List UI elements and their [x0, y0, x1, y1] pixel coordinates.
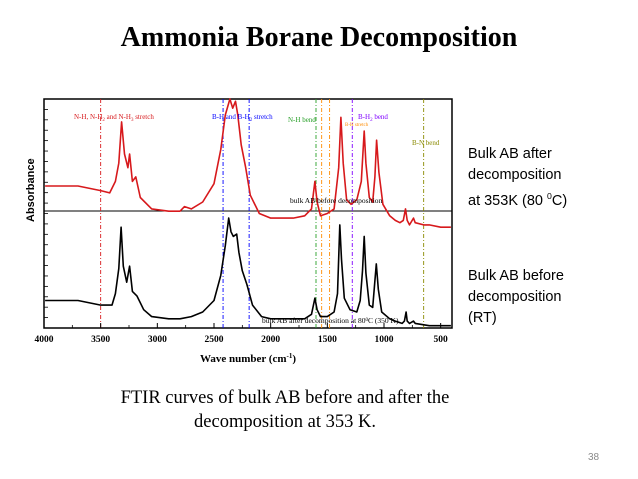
plot-frame — [43, 98, 453, 329]
series-line-before — [45, 98, 451, 228]
x-axis-ticks: 4000 3500 3000 2500 2000 1500 1000 500 — [35, 323, 449, 345]
figure-caption: FTIR curves of bulk AB before and after … — [60, 386, 510, 434]
x-tick-label: 1500 — [318, 335, 337, 345]
page-number: 38 — [588, 452, 600, 463]
x-tick-label: 1000 — [375, 335, 394, 345]
x-tick-label: 2500 — [205, 335, 224, 345]
note-before-line1: Bulk AB before — [468, 268, 564, 284]
y-axis-label: Absorbance — [25, 158, 37, 222]
note-after-line1: Bulk AB after — [468, 146, 552, 162]
caption-line1: FTIR curves of bulk AB before and after … — [120, 388, 450, 408]
band-label-nh-stretch: N-H, N-H2 and N-H3 stretch — [74, 113, 154, 123]
band-label-bh-stretch-small: B-H stretch — [345, 123, 369, 128]
series-label-after: bulk AB after decomposition at 800C (350… — [262, 316, 399, 325]
note-after-decomposition: Bulk AB after decomposition at 353K (80 … — [468, 144, 638, 212]
x-tick-label: 3500 — [91, 335, 110, 345]
note-before-line2: decomposition — [468, 289, 562, 305]
series-label-before: bulk AB before decomposition — [290, 196, 383, 205]
band-label-bh2-bend: B-H2 bend — [358, 113, 388, 123]
note-after-line2: decomposition — [468, 167, 562, 183]
slide-title: Ammonia Borane Decomposition — [120, 22, 518, 53]
band-label-bh-stretch: B-H and B-H2 stretch — [212, 113, 273, 123]
note-before-line3: (RT) — [468, 310, 497, 326]
series-line-after — [45, 217, 451, 327]
x-tick-label: 3000 — [148, 335, 167, 345]
caption-line2: decomposition at 353 K. — [194, 412, 376, 432]
x-tick-label: 500 — [434, 335, 449, 345]
series-group — [45, 98, 451, 327]
note-before-decomposition: Bulk AB before decomposition (RT) — [468, 266, 638, 329]
band-label-nh-bend: N-H bend — [288, 116, 316, 124]
note-after-line3: at 353K (80 0C) — [468, 191, 568, 209]
x-tick-label: 4000 — [35, 335, 54, 345]
x-tick-label: 2000 — [261, 335, 280, 345]
reference-lines — [100, 99, 425, 328]
y-axis-ticks — [44, 109, 48, 318]
x-axis-label: Wave number (cm-1) — [200, 352, 296, 365]
band-label-bn-bend: B-N bend — [412, 139, 440, 147]
